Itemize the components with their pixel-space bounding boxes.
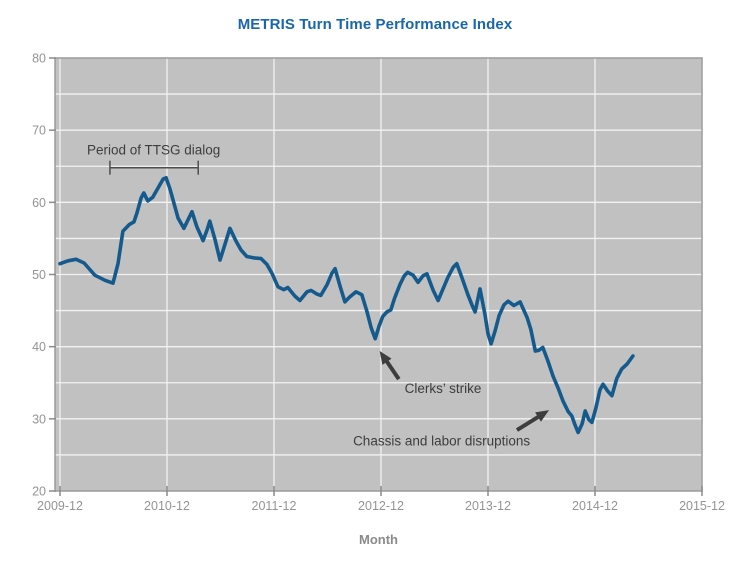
y-tick-label: 60 [32, 196, 46, 210]
chassis-arrow-shaft [515, 413, 542, 432]
annotation-label-ttsg-dialog: Period of TTSG dialog [87, 143, 220, 158]
y-tick-label: 80 [32, 52, 46, 66]
x-tick-label: 2009-12 [37, 499, 83, 513]
series-line-turn-time-index [58, 176, 635, 435]
x-tick-label: 2013-12 [465, 499, 511, 513]
annotation-label-clerks-strike: Clerks’ strike [405, 381, 482, 396]
x-tick-label: 2011-12 [252, 499, 297, 513]
y-tick-label: 40 [32, 340, 46, 354]
y-tick-label: 50 [32, 268, 46, 282]
y-tick-label: 20 [32, 485, 46, 499]
chassis-arrow-head [535, 410, 550, 422]
annotation-label-chassis: Chassis and labor disruptions [353, 434, 530, 449]
y-tick-label: 70 [32, 124, 46, 138]
clerks-strike-arrow-head [379, 350, 392, 365]
x-tick-label: 2014-12 [572, 499, 618, 513]
chart-title: METRIS Turn Time Performance Index [237, 16, 513, 33]
y-tick-label: 30 [32, 412, 46, 426]
clerks-strike-arrow-shaft [383, 357, 401, 381]
x-tick-label: 2015-12 [679, 499, 725, 513]
x-tick-label: 2010-12 [144, 499, 190, 513]
x-axis-title: Month [359, 532, 398, 547]
x-tick-label: 2012-12 [358, 499, 404, 513]
